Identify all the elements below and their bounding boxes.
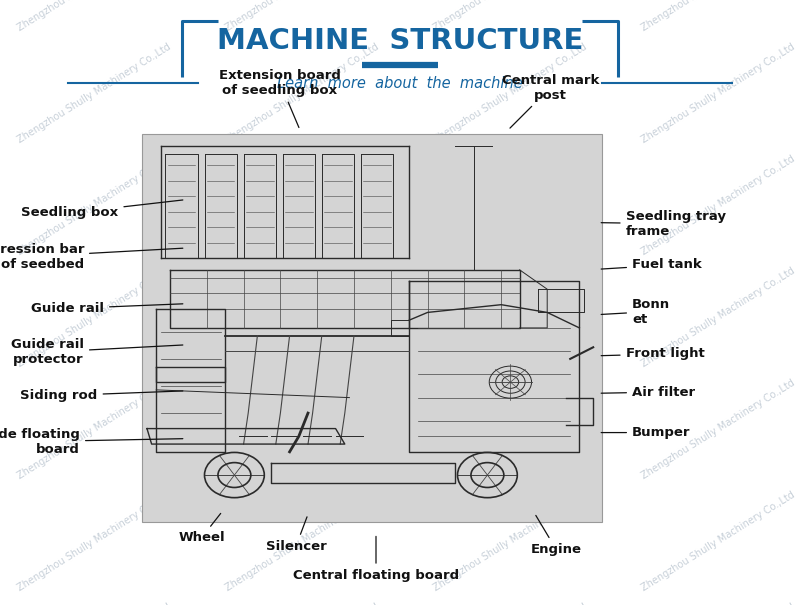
Text: Guide rail
protector: Guide rail protector (11, 338, 183, 366)
Text: Compression bar
of seedbed: Compression bar of seedbed (0, 243, 183, 271)
Text: Guide rail: Guide rail (31, 302, 183, 315)
Text: Fuel tank: Fuel tank (601, 258, 702, 272)
Text: Zhengzhou Shully Machinery Co.,Ltd: Zhengzhou Shully Machinery Co.,Ltd (432, 489, 589, 593)
Text: Bumper: Bumper (601, 426, 690, 439)
Text: Zhengzhou Shully Machinery Co.,Ltd: Zhengzhou Shully Machinery Co.,Ltd (640, 0, 797, 33)
Text: Zhengzhou Shully Machinery Co.,Ltd: Zhengzhou Shully Machinery Co.,Ltd (224, 42, 381, 145)
Text: Extension board
of seedling box: Extension board of seedling box (219, 69, 341, 128)
Text: Zhengzhou Shully Machinery Co.,Ltd: Zhengzhou Shully Machinery Co.,Ltd (640, 601, 797, 605)
Text: Seedling box: Seedling box (22, 200, 183, 220)
Text: Seedling tray
frame: Seedling tray frame (601, 210, 726, 238)
Text: Zhengzhou Shully Machinery Co.,Ltd: Zhengzhou Shully Machinery Co.,Ltd (224, 0, 381, 33)
Text: Zhengzhou Shully Machinery Co.,Ltd: Zhengzhou Shully Machinery Co.,Ltd (640, 378, 797, 481)
Text: Zhengzhou Shully Machinery Co.,Ltd: Zhengzhou Shully Machinery Co.,Ltd (224, 266, 381, 369)
Text: Zhengzhou Shully Machinery Co.,Ltd: Zhengzhou Shully Machinery Co.,Ltd (432, 601, 589, 605)
Text: Zhengzhou Shully Machinery Co.,Ltd: Zhengzhou Shully Machinery Co.,Ltd (432, 154, 589, 257)
Text: Zhengzhou Shully Machinery Co.,Ltd: Zhengzhou Shully Machinery Co.,Ltd (432, 378, 589, 481)
Text: Zhengzhou Shully Machinery Co.,Ltd: Zhengzhou Shully Machinery Co.,Ltd (640, 266, 797, 369)
Text: Zhengzhou Shully Machinery Co.,Ltd: Zhengzhou Shully Machinery Co.,Ltd (224, 154, 381, 257)
Text: Silencer: Silencer (266, 517, 326, 552)
Text: Zhengzhou Shully Machinery Co.,Ltd: Zhengzhou Shully Machinery Co.,Ltd (640, 42, 797, 145)
Text: Wheel: Wheel (178, 514, 225, 544)
Bar (142, 134, 602, 522)
Text: Zhengzhou Shully Machinery Co.,Ltd: Zhengzhou Shully Machinery Co.,Ltd (16, 266, 173, 369)
Text: Zhengzhou Shully Machinery Co.,Ltd: Zhengzhou Shully Machinery Co.,Ltd (432, 42, 589, 145)
Text: Central floating board: Central floating board (293, 537, 459, 581)
Text: Zhengzhou Shully Machinery Co.,Ltd: Zhengzhou Shully Machinery Co.,Ltd (16, 378, 173, 481)
Text: Zhengzhou Shully Machinery Co.,Ltd: Zhengzhou Shully Machinery Co.,Ltd (224, 378, 381, 481)
Text: Zhengzhou Shully Machinery Co.,Ltd: Zhengzhou Shully Machinery Co.,Ltd (432, 0, 589, 33)
Text: Zhengzhou Shully Machinery Co.,Ltd: Zhengzhou Shully Machinery Co.,Ltd (640, 489, 797, 593)
Text: MACHINE  STRUCTURE: MACHINE STRUCTURE (217, 27, 583, 55)
Text: Zhengzhou Shully Machinery Co.,Ltd: Zhengzhou Shully Machinery Co.,Ltd (16, 154, 173, 257)
Text: Zhengzhou Shully Machinery Co.,Ltd: Zhengzhou Shully Machinery Co.,Ltd (224, 489, 381, 593)
Text: Engine: Engine (530, 515, 582, 555)
Text: Front light: Front light (601, 347, 704, 361)
Text: Zhengzhou Shully Machinery Co.,Ltd: Zhengzhou Shully Machinery Co.,Ltd (432, 266, 589, 369)
Text: Air filter: Air filter (601, 385, 695, 399)
Text: Zhengzhou Shully Machinery Co.,Ltd: Zhengzhou Shully Machinery Co.,Ltd (16, 42, 173, 145)
Text: Siding rod: Siding rod (20, 389, 183, 402)
Text: Learn  more  about  the  machine: Learn more about the machine (277, 76, 523, 91)
Text: Bonn
et: Bonn et (601, 298, 670, 325)
Text: Zhengzhou Shully Machinery Co.,Ltd: Zhengzhou Shully Machinery Co.,Ltd (16, 489, 173, 593)
Text: Zhengzhou Shully Machinery Co.,Ltd: Zhengzhou Shully Machinery Co.,Ltd (16, 601, 173, 605)
Text: Central mark
post: Central mark post (502, 74, 599, 128)
Text: Zhengzhou Shully Machinery Co.,Ltd: Zhengzhou Shully Machinery Co.,Ltd (224, 601, 381, 605)
Text: Side floating
board: Side floating board (0, 428, 183, 456)
Text: Zhengzhou Shully Machinery Co.,Ltd: Zhengzhou Shully Machinery Co.,Ltd (640, 154, 797, 257)
Text: Zhengzhou Shully Machinery Co.,Ltd: Zhengzhou Shully Machinery Co.,Ltd (16, 0, 173, 33)
